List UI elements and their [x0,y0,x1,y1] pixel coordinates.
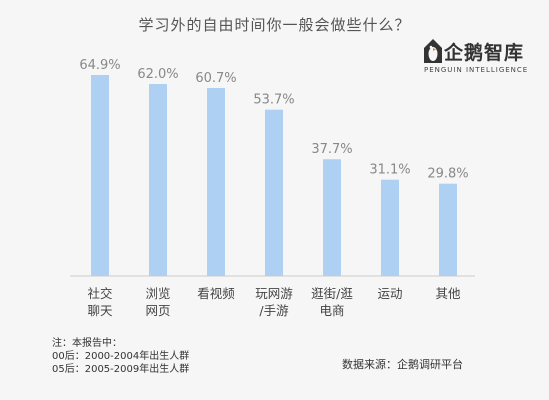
bar-value-label: 62.0% [137,67,178,82]
category-label: 逛街/逛 [311,286,353,301]
category-label: 玩网游 [255,286,293,301]
bar [91,75,109,276]
bar [439,183,457,276]
bar [207,88,225,276]
brand-logo: 企鹅智库 PENGUIN INTELLIGENCE [420,38,540,80]
category-label: 其他 [435,286,461,301]
bar [381,179,399,276]
category-label: /手游 [259,303,289,318]
chart-title: 学习外的自由时间你一般会做些什么？ [138,16,411,34]
logo-name: 企鹅智库 [444,42,525,64]
bar-value-label: 53.7% [253,93,294,108]
category-label: 看视频 [197,286,235,301]
bar [265,109,283,276]
data-source: 数据来源：企鹅调研平台 [342,358,463,371]
category-label: 运动 [377,286,402,301]
category-label: 社交 [87,286,112,301]
category-label: 聊天 [87,303,113,318]
penguin-icon [424,39,442,63]
bar [149,83,167,276]
bar [323,159,341,276]
note-line: 注：本报告中： [52,338,122,349]
category-label: 网页 [145,303,170,318]
note-line: 00后：2000-2004年出生人群 [52,351,190,362]
logo-tagline: PENGUIN INTELLIGENCE [424,66,529,74]
report-notes: 注：本报告中： 00后：2000-2004年出生人群 05后：2005-2009… [52,337,189,376]
note-line: 05后：2005-2009年出生人群 [52,364,190,375]
bar-value-label: 60.7% [195,71,236,86]
bar-value-label: 37.7% [311,142,352,157]
bar-value-label: 29.8% [427,167,468,182]
bar-value-label: 64.9% [79,58,120,73]
category-label: 电商 [319,303,344,318]
bar-value-label: 31.1% [369,163,410,178]
category-label: 浏览 [145,286,170,301]
